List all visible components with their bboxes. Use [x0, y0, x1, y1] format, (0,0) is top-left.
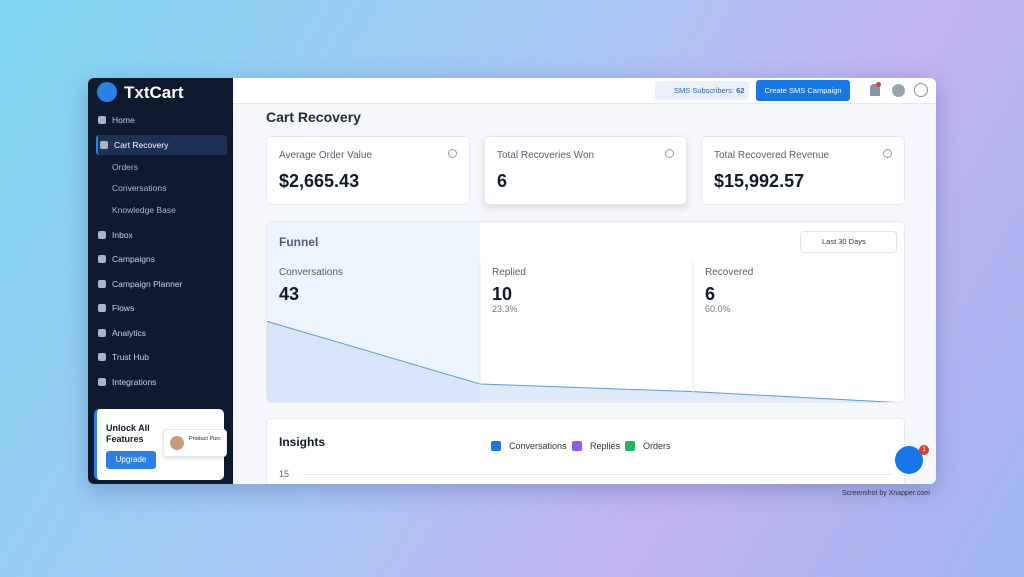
- stage-label: Replied: [492, 267, 526, 278]
- stat-label: Total Recovered Revenue: [714, 150, 830, 161]
- stat-value: $15,992.57: [714, 171, 805, 191]
- funnel-title: Funnel: [279, 235, 319, 249]
- legend-checkbox[interactable]: [491, 441, 501, 451]
- menu-icon: [98, 304, 106, 312]
- insights-panel: Insights 15 Conversations Replies Orders: [266, 418, 905, 484]
- top-bar: SMS Subscribers: 62 Create SMS Campaign: [233, 78, 936, 104]
- info-icon: [448, 149, 457, 158]
- create-campaign-button[interactable]: Create SMS Campaign: [756, 80, 850, 101]
- stat-value: 6: [497, 171, 508, 191]
- legend-label: Replies: [590, 441, 621, 451]
- subscribers-label: SMS Subscribers:: [674, 86, 735, 95]
- menu-item[interactable]: Campaigns: [96, 249, 227, 269]
- funnel-panel: Funnel Last 30 Days Conversations 43 Repli…: [266, 221, 905, 403]
- funnel-shade: [267, 222, 480, 402]
- menu-icon: [98, 116, 106, 124]
- menu-label: Orders: [112, 162, 138, 172]
- grid-line: [303, 474, 893, 475]
- menu-icon: [98, 353, 106, 361]
- stat-label: Average Order Value: [279, 150, 373, 161]
- funnel-area: [267, 321, 888, 402]
- stage-value: 10: [492, 284, 513, 304]
- stat-card: Total Recovered Revenue $15,992.57: [701, 136, 905, 205]
- menu-item[interactable]: Orders: [96, 157, 227, 177]
- info-icon: [883, 149, 892, 158]
- notification-dot: [876, 82, 881, 87]
- stat-value: $2,665.43: [279, 171, 360, 191]
- menu-icon: [98, 231, 106, 239]
- footer-credit: Screenshot by Xnapper.com: [842, 490, 930, 497]
- info-icon: [665, 149, 674, 158]
- range-select[interactable]: Last 30 Days: [800, 231, 897, 253]
- stat-card: Total Recoveries Won 6: [484, 136, 687, 205]
- menu-item[interactable]: Inbox: [96, 225, 227, 245]
- upgrade-button[interactable]: Upgrade: [106, 451, 156, 469]
- preview-text: Product Purc: [189, 436, 221, 442]
- stage-rate: 60.0%: [705, 304, 731, 314]
- menu-label: Campaign Planner: [112, 279, 183, 289]
- subscribers-pill[interactable]: SMS Subscribers: 62: [655, 81, 749, 100]
- menu-label: Campaigns: [112, 254, 155, 264]
- chat-badge: 1: [919, 445, 929, 455]
- stage-value: 43: [279, 284, 300, 304]
- stage-label: Conversations: [279, 267, 343, 278]
- menu-icon: [100, 141, 108, 149]
- menu-label: Inbox: [112, 230, 133, 240]
- menu-icon: [98, 280, 106, 288]
- stat-card: Average Order Value $2,665.43: [266, 136, 470, 205]
- avatar: [170, 436, 184, 450]
- menu-label: Conversations: [112, 183, 167, 193]
- funnel-chart: [267, 222, 897, 402]
- menu-icon: [98, 378, 106, 386]
- menu-label: Analytics: [112, 328, 147, 338]
- menu-item[interactable]: Campaign Planner: [96, 274, 227, 294]
- menu-item[interactable]: Flows: [96, 298, 227, 318]
- legend-label: Conversations: [509, 441, 567, 451]
- menu-item[interactable]: Analytics: [96, 323, 227, 343]
- funnel-line: [267, 320, 897, 402]
- stat-label: Total Recoveries Won: [497, 150, 595, 161]
- promo-card: Unlock All Features Upgrade Product Purc: [94, 409, 227, 480]
- promo-preview: Product Purc: [163, 429, 227, 457]
- menu-item[interactable]: Home: [96, 110, 227, 130]
- menu-item[interactable]: Trust Hub: [96, 347, 227, 367]
- stage-label: Recovered: [705, 267, 754, 278]
- menu-label: Integrations: [112, 377, 157, 387]
- sidebar: TxtCart Unlock All Features Upgrade Prod…: [88, 78, 233, 484]
- menu-label: Cart Recovery: [114, 140, 169, 150]
- chat-button[interactable]: [895, 446, 923, 474]
- menu-label: Flows: [112, 303, 135, 313]
- subscribers-count: 62: [736, 86, 745, 95]
- help-icon[interactable]: [892, 84, 905, 97]
- menu-label: Home: [112, 115, 135, 125]
- legend-checkbox[interactable]: [572, 441, 582, 451]
- bell-icon[interactable]: [870, 84, 880, 96]
- menu-item[interactable]: Integrations: [96, 372, 227, 392]
- stage-value: 6: [705, 284, 716, 304]
- menu-item[interactable]: Knowledge Base: [96, 200, 227, 220]
- app-window: TxtCart Unlock All Features Upgrade Prod…: [88, 78, 936, 484]
- menu-icon: [98, 329, 106, 337]
- legend-label: Orders: [643, 441, 671, 451]
- menu-label: Trust Hub: [112, 352, 150, 362]
- profile-icon[interactable]: [914, 83, 928, 97]
- menu-item[interactable]: Cart Recovery: [96, 135, 227, 155]
- brand: TxtCart: [124, 83, 184, 102]
- insights-title: Insights: [279, 435, 326, 449]
- menu-icon: [98, 255, 106, 263]
- y-tick-label: 15: [279, 469, 290, 479]
- promo-title: Unlock All Features: [106, 423, 150, 444]
- legend-checkbox[interactable]: [625, 441, 635, 451]
- logo-icon: [97, 82, 117, 102]
- menu-item[interactable]: Conversations: [96, 178, 227, 198]
- stage-rate: 23.3%: [492, 304, 518, 314]
- menu-label: Knowledge Base: [112, 205, 176, 215]
- page-title: Cart Recovery: [266, 109, 361, 125]
